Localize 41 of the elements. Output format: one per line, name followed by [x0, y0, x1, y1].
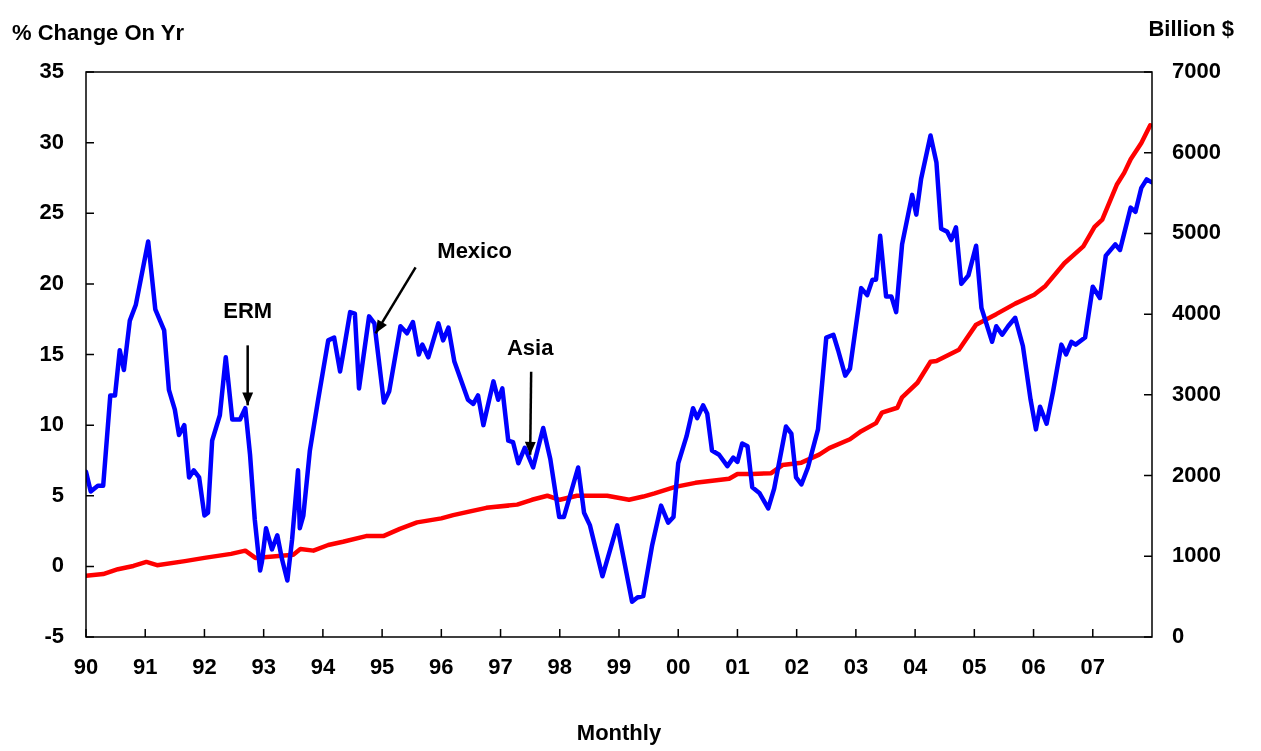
x-tick-label: 99	[606, 654, 632, 680]
x-tick-label: 91	[132, 654, 158, 680]
x-tick-label: 06	[1021, 654, 1046, 680]
x-tick-label: 94	[310, 654, 336, 680]
y-tick-label: -5	[44, 623, 64, 649]
x-tick-label: 07	[1080, 654, 1106, 680]
y-tick-label: 35	[39, 58, 64, 84]
x-tick-label: 97	[488, 654, 513, 680]
y2-tick-label: 2000	[1172, 461, 1221, 487]
x-tick-label: 90	[73, 654, 99, 680]
x-axis-title: Monthly	[576, 719, 662, 745]
x-tick-label: 92	[192, 654, 217, 680]
y2-tick-label: 3000	[1172, 380, 1221, 406]
annotation: ERM	[223, 298, 273, 324]
x-tick-label: 96	[429, 654, 454, 680]
y2-tick-label: 0	[1172, 623, 1185, 649]
y2-tick-label: 4000	[1172, 300, 1221, 326]
y2-tick-label: 6000	[1172, 138, 1221, 164]
x-tick-label: 95	[369, 654, 395, 680]
x-tick-label: 98	[547, 654, 573, 680]
y-axis-title: % Change On Yr	[12, 20, 185, 45]
x-tick-label: 02	[784, 654, 809, 680]
y-tick-label: 10	[39, 411, 64, 437]
annotation: Asia	[506, 334, 555, 360]
x-tick-label: 01	[725, 654, 750, 680]
annotation: Mexico	[437, 238, 512, 264]
y2-axis-title: Billion $	[1148, 16, 1234, 41]
y2-tick-label: 7000	[1172, 58, 1221, 84]
y-tick-label: 30	[39, 128, 64, 154]
x-tick-label: 93	[251, 654, 276, 680]
y-tick-label: 15	[39, 340, 64, 366]
x-tick-label: 04	[902, 654, 929, 680]
y2-tick-label: 5000	[1172, 219, 1221, 245]
y-tick-label: 0	[51, 552, 64, 578]
y-tick-label: 25	[39, 199, 64, 225]
y-tick-label: 5	[51, 481, 64, 507]
x-tick-label: 00	[665, 654, 691, 680]
y-tick-label: 20	[39, 269, 64, 295]
y2-tick-label: 1000	[1172, 542, 1221, 568]
x-tick-label: 05	[962, 654, 987, 680]
x-tick-label: 03	[843, 654, 869, 680]
